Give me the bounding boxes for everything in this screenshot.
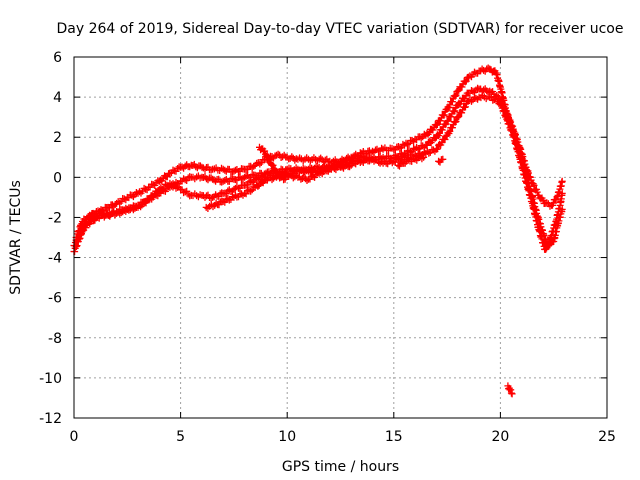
series-markers	[435, 155, 447, 166]
y-tick-label: 0	[53, 170, 62, 186]
x-tick-label: 25	[598, 429, 616, 445]
series-markers	[256, 143, 289, 184]
x-tick-label: 15	[385, 429, 403, 445]
y-tick-label: -10	[39, 371, 62, 387]
y-tick-label: -6	[48, 291, 62, 307]
series-track-h	[504, 382, 516, 398]
series-track-e	[256, 143, 289, 184]
grid	[74, 57, 607, 418]
y-tick-label: 4	[53, 90, 62, 106]
data-layer	[70, 64, 566, 398]
series-markers	[504, 382, 516, 398]
x-tick-label: 0	[70, 429, 79, 445]
x-tick-label: 20	[491, 429, 509, 445]
x-axis-label: GPS time / hours	[282, 459, 399, 475]
series-track-f	[394, 153, 428, 170]
y-tick-label: -4	[48, 251, 62, 267]
x-tick-label: 10	[278, 429, 296, 445]
plot-frame	[73, 56, 608, 419]
y-axis-label: SDTVAR / TECUs	[8, 180, 24, 295]
chart-title: Day 264 of 2019, Sidereal Day-to-day VTE…	[57, 21, 624, 37]
series-markers	[70, 84, 566, 250]
y-tick-label: 2	[53, 130, 62, 146]
y-tick-label: -2	[48, 210, 62, 226]
axis-ticks: 0 5 10 15 20 25 -12 -10 -8 -6 -4 -2 0 2 4 6	[39, 50, 616, 445]
y-tick-label: -8	[48, 331, 62, 347]
y-tick-label: 6	[53, 50, 62, 66]
series-markers	[394, 153, 428, 170]
series-track-g	[435, 155, 447, 166]
x-tick-label: 5	[176, 429, 185, 445]
y-tick-label: -12	[39, 411, 62, 427]
series-track-b	[70, 84, 566, 250]
